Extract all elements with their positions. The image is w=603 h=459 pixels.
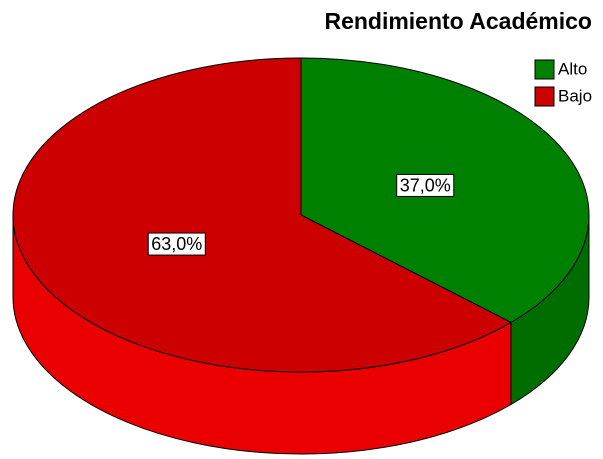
legend-swatch [534, 86, 555, 107]
data-label-box [147, 232, 206, 256]
pie-slice [12, 57, 512, 373]
data-label-box [396, 173, 455, 197]
legend-label: Bajo [558, 86, 592, 105]
chart-title: Rendimiento Académico [324, 8, 592, 34]
data-label: 63,0% [151, 234, 202, 254]
legend-label: Alto [558, 59, 587, 78]
data-label: 37,0% [400, 175, 451, 195]
legend-swatch [534, 59, 555, 80]
